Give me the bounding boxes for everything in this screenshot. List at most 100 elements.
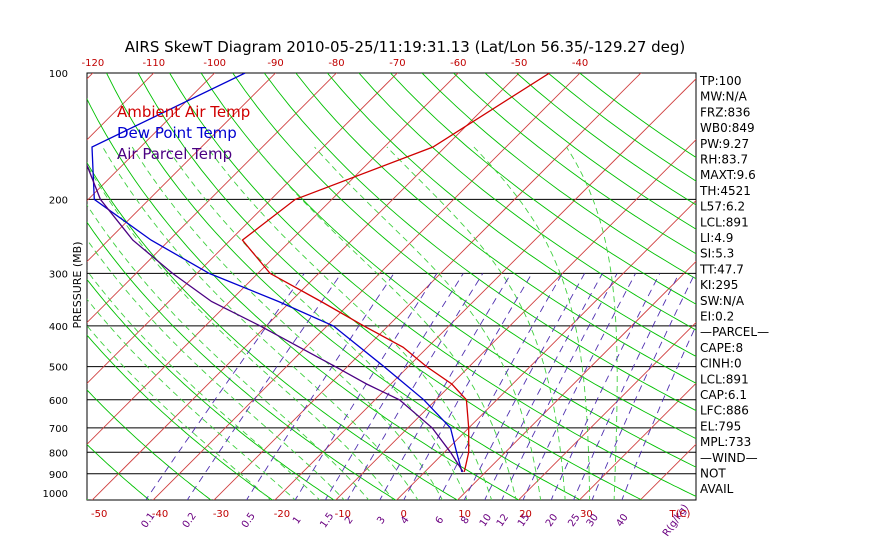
moist-adiabat-8	[131, 146, 444, 500]
isotherm--80	[87, 73, 338, 324]
moist-adiabat--8	[87, 238, 345, 500]
top-temp-tick--60: -60	[450, 58, 466, 69]
mixing-ratio-line-40	[621, 324, 696, 500]
stat-item-25: NOT	[700, 467, 726, 481]
legend-dew-point-temp: Dew Point Temp	[117, 124, 237, 142]
mixing-ratio-label-11: 12	[495, 512, 511, 529]
dry-adiabat-340	[232, 73, 696, 440]
bottom-temp-tick-10: 10	[458, 509, 471, 520]
pressure-tick-1000: 1000	[43, 489, 68, 500]
stat-item-8: L57:6.2	[700, 200, 745, 214]
top-temp-tick--40: -40	[572, 58, 588, 69]
stat-item-13: KI:295	[700, 278, 738, 292]
moist-adiabat-32	[473, 146, 591, 500]
stat-item-23: MPL:733	[700, 435, 751, 449]
mixing-ratio-line-0.1	[145, 273, 305, 500]
pressure-tick-500: 500	[49, 363, 68, 374]
bottom-temp-tick--30: -30	[213, 509, 229, 520]
isotherm--110	[87, 73, 155, 141]
dry-adiabat-350	[263, 73, 696, 412]
mixing-ratio-line-0.5	[245, 273, 395, 500]
stat-item-0: TP:100	[699, 74, 742, 88]
mixing-ratio-label-5: 2	[343, 515, 356, 527]
stat-item-1: MW:N/A	[700, 90, 748, 104]
isotherm-10	[456, 260, 696, 500]
mixing-ratio-label-6: 3	[375, 515, 388, 527]
dry-adiabat-300	[106, 73, 582, 500]
moist-adiabat--12	[87, 270, 321, 500]
moist-adiabat--16	[87, 298, 296, 500]
y-axis-label: PRESSURE (MB)	[71, 242, 84, 329]
stat-item-2: FRZ:836	[700, 105, 750, 119]
bottom-temp-tick-30: 30	[580, 509, 593, 520]
isotherm--40	[152, 73, 581, 500]
moist-adiabat-4	[102, 146, 419, 500]
dry-adiabat-260	[87, 278, 335, 500]
mixing-ratio-line-30	[591, 273, 696, 500]
stat-item-7: TH:4521	[699, 184, 751, 198]
mixing-ratio-line-0.2	[186, 273, 342, 500]
stat-item-20: CAP:6.1	[700, 388, 747, 402]
pressure-tick-labels: 100 200 300 400 500 600 700 800 900 1000	[43, 69, 68, 500]
bottom-temp-tick-20: 20	[519, 509, 532, 520]
mixing-ratio-label-8: 6	[434, 515, 447, 527]
top-temp-tick-labels: -120 -110 -100 -90 -80 -70 -60 -50 -40	[82, 58, 589, 69]
stat-item-19: LCL:891	[700, 372, 749, 386]
bottom-temp-tick--50: -50	[91, 509, 107, 520]
mixing-ratio-line-1	[294, 273, 438, 500]
isotherm--70	[87, 73, 398, 385]
stat-item-11: SI:5.3	[700, 247, 734, 261]
pressure-tick-200: 200	[49, 195, 68, 206]
stat-item-22: EL:795	[700, 419, 741, 433]
legend-air-parcel-temp: Air Parcel Temp	[117, 145, 232, 163]
stat-item-14: SW:N/A	[700, 294, 745, 308]
mixing-ratio-line-10	[484, 273, 603, 500]
series-air-parcel-temp	[87, 163, 464, 473]
dry-adiabat-330	[200, 73, 696, 468]
dry-adiabat-290	[87, 97, 520, 500]
dry-adiabat-400	[421, 73, 696, 280]
top-temp-tick--80: -80	[328, 58, 344, 69]
mixing-ratio-line-20	[550, 273, 661, 500]
bottom-temp-tick-labels: -50 -40 -30 -20 -10 0 10 20 30	[91, 509, 593, 520]
moist-adiabat-0	[87, 164, 394, 500]
mixing-ratio-label-3: 1	[291, 515, 304, 527]
pressure-tick-700: 700	[49, 424, 68, 435]
top-temp-tick--90: -90	[267, 58, 283, 69]
dry-adiabat-250	[87, 334, 274, 500]
mixing-ratio-line-1.5	[324, 273, 464, 500]
series-ambient-air-temp	[241, 73, 550, 473]
isotherm-0	[396, 199, 696, 500]
mixing-ratio-label-17: R(g/kg)	[661, 502, 691, 538]
mixing-ratio-label-2: 0.5	[240, 511, 258, 530]
bottom-temp-tick-0: 0	[401, 509, 407, 520]
moist-adiabat-28	[386, 146, 566, 500]
mixing-ratio-label-9: 8	[459, 515, 472, 527]
isotherm--100	[87, 73, 216, 202]
stat-item-12: TT:47.7	[699, 262, 744, 276]
dry-adiabat-370	[326, 73, 696, 357]
stat-item-10: LI:4.9	[700, 231, 733, 245]
pressure-tick-800: 800	[49, 448, 68, 459]
mixing-ratio-labels: 0.1 0.2 0.5 1 1.5 2 3 4 6 8 10 12 15 20 25 30 40 R(g/kg)	[139, 502, 691, 538]
legend-ambient-air-temp: Ambient Air Temp	[117, 103, 250, 121]
mixing-ratio-line-15	[522, 273, 636, 500]
dry-adiabat-lines	[87, 73, 696, 500]
mixing-ratio-line-8	[463, 273, 585, 500]
pressure-tick-100: 100	[49, 69, 68, 80]
moist-adiabat-36	[566, 146, 618, 500]
legend: Ambient Air Temp Dew Point Temp Air Parc…	[117, 103, 250, 163]
dry-adiabat-230	[87, 443, 150, 500]
dry-adiabat-410	[453, 73, 696, 255]
moist-adiabat-12	[166, 146, 468, 500]
chart-title: AIRS SkewT Diagram 2010-05-25/11:19:31.1…	[125, 38, 686, 56]
stat-item-9: LCL:891	[700, 215, 749, 229]
dry-adiabat-240	[87, 389, 212, 500]
dry-adiabat-380	[358, 73, 696, 331]
mixing-ratio-line-12	[501, 273, 618, 500]
mixing-ratio-line-2	[346, 273, 484, 500]
pressure-tick-600: 600	[49, 396, 68, 407]
mixing-ratio-line-4	[403, 273, 533, 500]
mixing-ratio-line-6	[438, 273, 563, 500]
